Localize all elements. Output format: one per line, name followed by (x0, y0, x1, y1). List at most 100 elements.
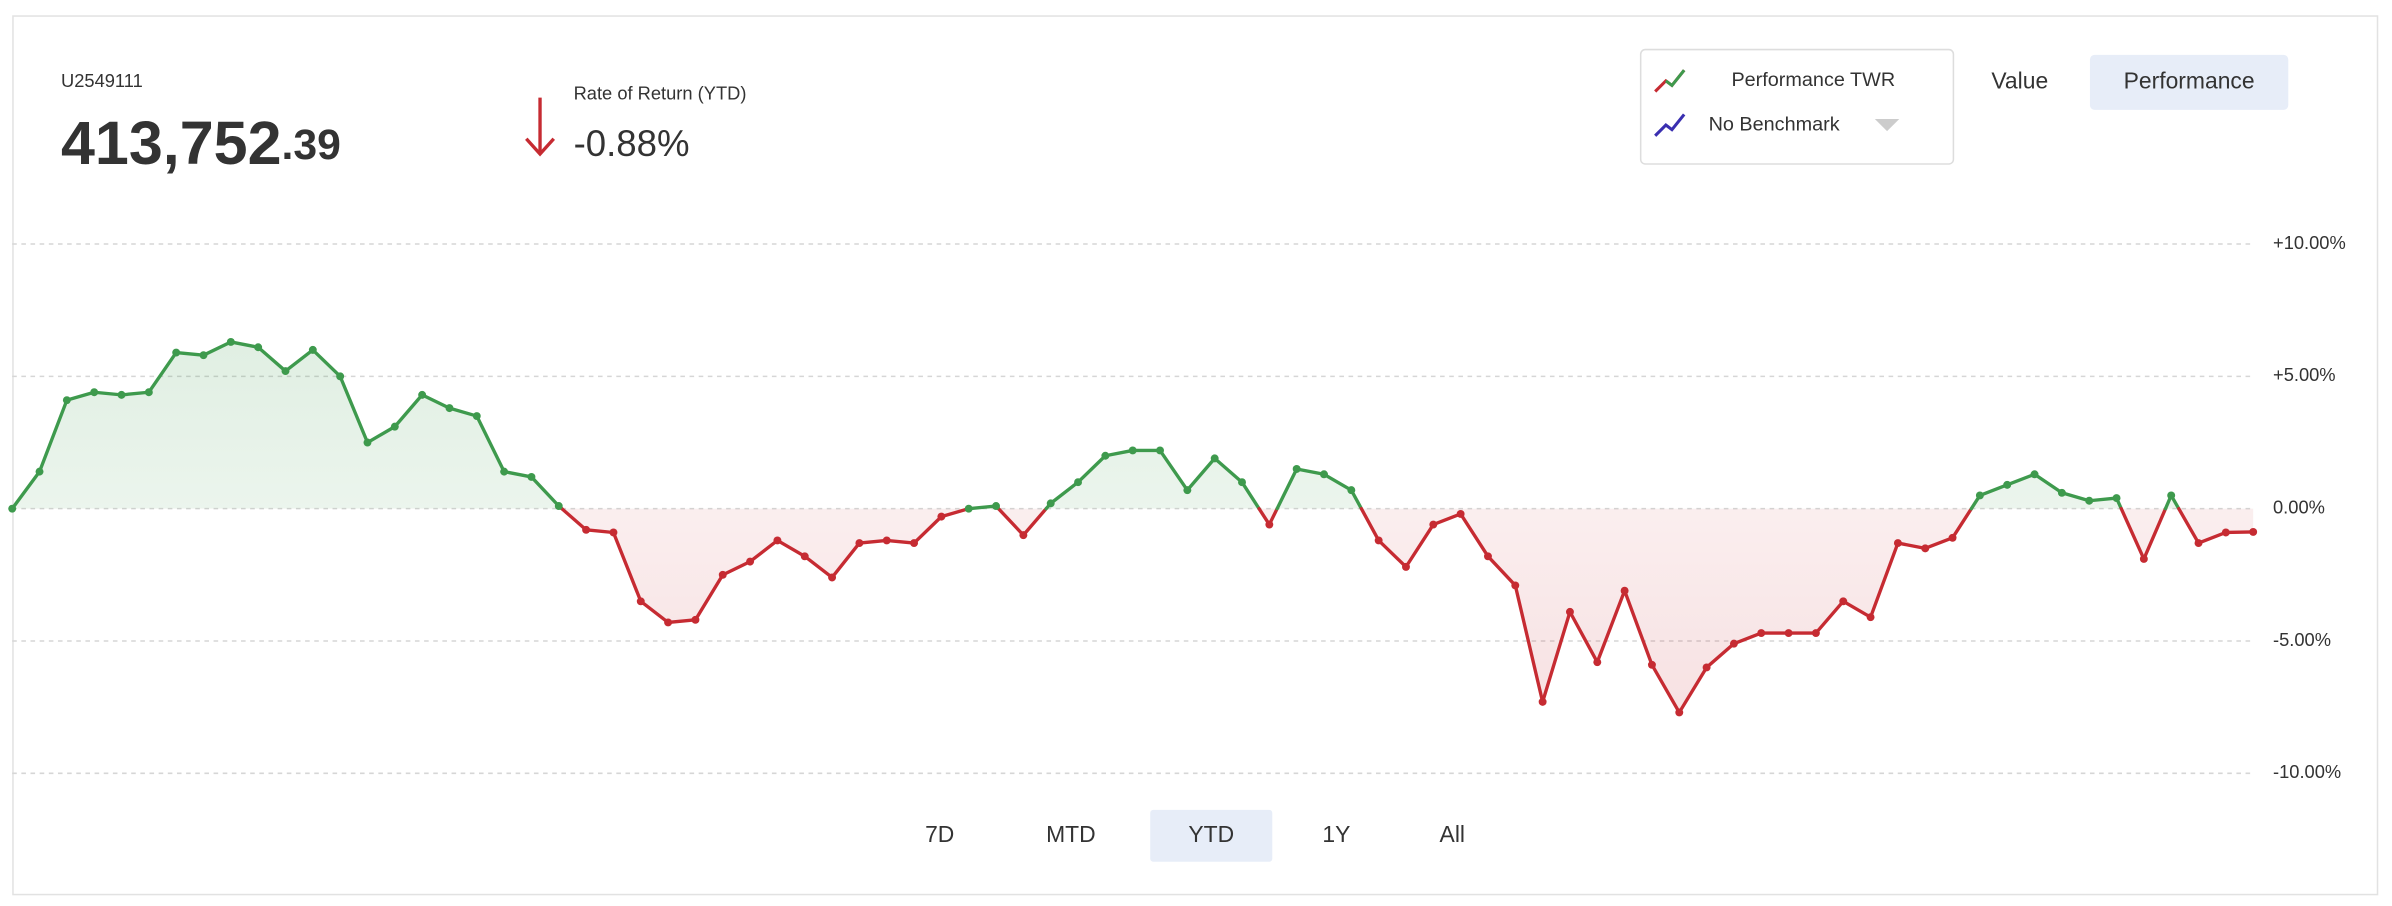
y-tick-label: +10.00% (2273, 232, 2346, 253)
data-point (2249, 527, 2258, 536)
data-point (117, 390, 126, 399)
data-point (2003, 480, 2012, 489)
line-segment (2196, 530, 2228, 545)
data-point (746, 557, 755, 566)
line-segment (996, 506, 1026, 537)
range-button[interactable]: 7D (925, 821, 954, 847)
line-segment (560, 506, 588, 532)
range-active-bg (1150, 809, 1273, 862)
data-point (1347, 486, 1356, 495)
data-point (1128, 446, 1137, 455)
line-segment (1049, 480, 1080, 506)
data-point (1839, 597, 1848, 606)
data-point (1183, 486, 1192, 495)
line-segment (1486, 554, 1517, 588)
toggle-active-bg (2089, 54, 2289, 110)
line-segment (338, 374, 370, 445)
data-point (1784, 629, 1793, 638)
data-point (1893, 539, 1902, 548)
data-point (773, 536, 782, 545)
line-segment (1923, 536, 1955, 551)
y-tick-label: -5.00% (2273, 629, 2331, 650)
line-segment (2005, 472, 2037, 487)
line-segment (420, 393, 452, 410)
data-point (172, 348, 181, 357)
data-point (1429, 520, 1438, 529)
data-point (1975, 491, 1984, 500)
line-segment (1868, 541, 1900, 619)
data-point (2167, 491, 2176, 500)
line-segment (2142, 506, 2168, 561)
data-point (199, 351, 208, 360)
data-point (418, 390, 427, 399)
line-segment (256, 345, 288, 373)
dropdown-caret[interactable] (1874, 118, 1900, 132)
data-point (308, 345, 317, 354)
data-point (855, 539, 864, 548)
line-segment (1376, 538, 1408, 569)
range-button[interactable]: MTD (1046, 821, 1096, 847)
data-point (144, 388, 153, 397)
data-point (1811, 629, 1820, 638)
data-point (937, 512, 946, 521)
data-point (1647, 660, 1656, 669)
data-point (1292, 465, 1301, 473)
line-segment (1622, 589, 1654, 667)
line-segment (502, 469, 534, 479)
data-point (254, 343, 263, 352)
data-point (992, 502, 1001, 510)
data-point (828, 573, 837, 582)
value-decimal: .39 (282, 121, 341, 169)
line-segment (611, 530, 643, 603)
data-point (2194, 539, 2203, 548)
line-segment (1322, 472, 1354, 492)
range-button[interactable]: YTD (1188, 821, 1234, 847)
range-button[interactable]: All (1440, 821, 1465, 847)
data-point (1866, 613, 1875, 622)
data-point (336, 372, 345, 381)
data-point (1456, 509, 1465, 518)
data-point (8, 504, 17, 513)
plot: -10.00% -5.00% 0.00% +5.00% +10.00% (8, 232, 2346, 782)
line-segment (92, 390, 124, 397)
data-point (636, 597, 645, 606)
data-point (1238, 478, 1246, 487)
data-point (1156, 446, 1164, 455)
data-point (1948, 533, 1957, 542)
data-point (2112, 494, 2121, 503)
line-segment (1732, 631, 1763, 646)
line-segment (365, 424, 397, 445)
range-button[interactable]: 1Y (1322, 821, 1350, 847)
data-point (1620, 586, 1629, 595)
line-segment (1158, 448, 1190, 492)
data-point (1565, 607, 1574, 616)
line-segment (2119, 506, 2146, 561)
legend-benchmark[interactable]: No Benchmark (1709, 113, 1840, 135)
data-point (2221, 528, 2230, 537)
data-point (554, 502, 563, 510)
line-segment (803, 554, 834, 580)
line-segment (967, 504, 998, 511)
line-segment (65, 390, 96, 402)
line-segment (1841, 599, 1873, 619)
line-segment (1650, 663, 1681, 715)
line-segment (1240, 480, 1261, 511)
data-point (1402, 562, 1410, 571)
line-segment (1540, 610, 1572, 704)
legend-icon (1654, 113, 1686, 137)
toggle-button[interactable]: Performance (2124, 67, 2255, 93)
data-point (582, 525, 591, 534)
down-arrow (525, 97, 556, 157)
line-segment (1359, 506, 1381, 543)
data-point (1729, 639, 1738, 648)
data-point (90, 388, 99, 397)
legend-box[interactable] (1639, 48, 1955, 165)
data-point (527, 472, 536, 481)
line-segment (639, 599, 670, 625)
toggle-button[interactable]: Value (1991, 67, 2048, 93)
line-segment (311, 348, 342, 379)
line-segment (1294, 467, 1326, 476)
data-point (226, 337, 235, 346)
data-point (910, 539, 919, 548)
area-positive (12, 341, 2254, 509)
